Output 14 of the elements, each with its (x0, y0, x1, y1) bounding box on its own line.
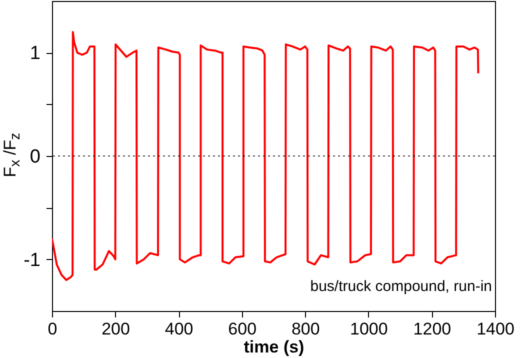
x-tick-label: 1400 (476, 320, 514, 338)
x-tick-label: 200 (102, 320, 130, 338)
x-tick-label: 400 (164, 320, 194, 338)
x-tick-label: 800 (291, 320, 320, 338)
x-axis-title: time (s) (244, 338, 304, 356)
x-tick-label: 0 (48, 320, 58, 338)
x-tick-label: 1000 (350, 320, 388, 338)
line-series (52, 31, 480, 281)
y-tick-label: 1 (30, 43, 40, 64)
x-tick-label: 1200 (413, 320, 452, 338)
y-tick-label: 0 (30, 146, 40, 168)
x-tick-label: 600 (228, 320, 257, 338)
annotation: bus/truck compound, run-in (310, 278, 492, 295)
y-tick-label: -1 (24, 250, 40, 271)
